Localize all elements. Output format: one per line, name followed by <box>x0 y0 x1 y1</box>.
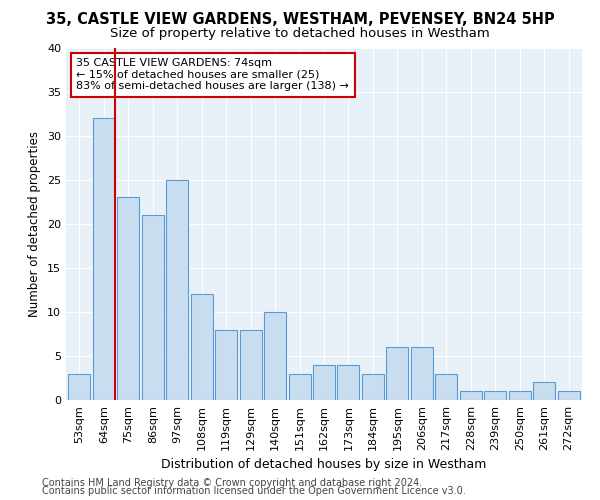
Bar <box>533 382 555 400</box>
Bar <box>239 330 262 400</box>
Text: 35, CASTLE VIEW GARDENS, WESTHAM, PEVENSEY, BN24 5HP: 35, CASTLE VIEW GARDENS, WESTHAM, PEVENS… <box>46 12 554 28</box>
Bar <box>337 365 359 400</box>
Y-axis label: Number of detached properties: Number of detached properties <box>28 130 41 317</box>
Bar <box>460 391 482 400</box>
X-axis label: Distribution of detached houses by size in Westham: Distribution of detached houses by size … <box>161 458 487 471</box>
Bar <box>289 374 311 400</box>
Bar <box>386 347 409 400</box>
Bar <box>264 312 286 400</box>
Bar <box>191 294 213 400</box>
Bar <box>142 215 164 400</box>
Bar <box>484 391 506 400</box>
Bar <box>509 391 530 400</box>
Text: Contains HM Land Registry data © Crown copyright and database right 2024.: Contains HM Land Registry data © Crown c… <box>42 478 422 488</box>
Bar <box>435 374 457 400</box>
Bar <box>362 374 384 400</box>
Bar <box>557 391 580 400</box>
Bar <box>215 330 237 400</box>
Bar <box>93 118 115 400</box>
Text: Size of property relative to detached houses in Westham: Size of property relative to detached ho… <box>110 28 490 40</box>
Text: Contains public sector information licensed under the Open Government Licence v3: Contains public sector information licen… <box>42 486 466 496</box>
Bar <box>411 347 433 400</box>
Bar <box>313 365 335 400</box>
Bar <box>68 374 91 400</box>
Bar <box>118 198 139 400</box>
Bar <box>166 180 188 400</box>
Text: 35 CASTLE VIEW GARDENS: 74sqm
← 15% of detached houses are smaller (25)
83% of s: 35 CASTLE VIEW GARDENS: 74sqm ← 15% of d… <box>76 58 349 92</box>
